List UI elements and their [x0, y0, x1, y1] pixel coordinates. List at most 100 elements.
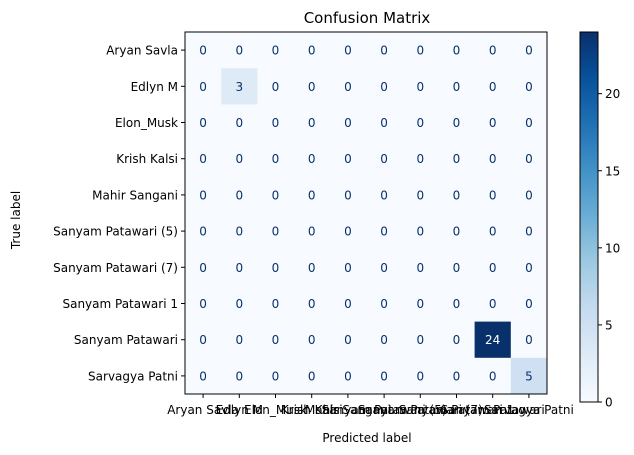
cell-value-label: 0: [344, 225, 352, 239]
heatmap-cell: [438, 357, 475, 395]
heatmap-cell: [185, 321, 222, 359]
heatmap-cell: [329, 176, 367, 214]
cell-value-label: 0: [453, 80, 461, 94]
cell-value-label: 0: [380, 225, 388, 239]
cell-value-label: 0: [344, 297, 352, 311]
heatmap-cell: [185, 104, 222, 141]
heatmap-cell: [329, 213, 367, 250]
cell-value-label: 0: [489, 225, 497, 239]
cell-value-label: 0: [235, 369, 243, 383]
cell-value-label: 0: [489, 297, 497, 311]
heatmap-cell: [366, 357, 403, 395]
cell-value-label: 0: [199, 44, 207, 58]
x-tick-label: Elon_Musk: [244, 403, 307, 417]
heatmap-cell: [329, 321, 367, 359]
x-tick-label: Sarvagya Patni: [484, 403, 574, 417]
heatmap-cell: [366, 68, 403, 105]
heatmap-cell: [402, 140, 439, 178]
heatmap-cell: [510, 176, 548, 214]
heatmap-cell: [329, 249, 367, 286]
heatmap-cell: [366, 213, 403, 250]
cell-value-label: 0: [308, 333, 316, 347]
heatmap-cell: [329, 104, 367, 141]
heatmap-cell: [293, 32, 331, 69]
cell-value-label: 0: [272, 297, 280, 311]
heatmap-cell: [366, 285, 403, 322]
heatmap-cell: [185, 285, 222, 322]
cell-value-label: 0: [525, 261, 533, 275]
cell-value-label: 0: [416, 369, 424, 383]
cell-value-label: 0: [380, 369, 388, 383]
cell-value-label: 0: [416, 188, 424, 202]
heatmap-cell: [257, 140, 294, 178]
cell-value-label: 0: [416, 297, 424, 311]
heatmap-cell: [510, 68, 548, 105]
cell-value-label: 0: [416, 44, 424, 58]
heatmap-cell: [474, 285, 512, 322]
heatmap-cell: [438, 213, 475, 250]
heatmap-cell: [510, 140, 548, 178]
cell-value-label: 0: [453, 369, 461, 383]
x-tick-label: Krish Kalsi: [281, 403, 343, 417]
heatmap-cell: [402, 357, 439, 395]
heatmap-cell: [438, 176, 475, 214]
cell-value-label: 0: [308, 152, 316, 166]
heatmap-cell: [402, 285, 439, 322]
cell-value-label: 0: [199, 261, 207, 275]
x-tick-label: Sanyam Patawari (5): [322, 403, 447, 417]
colorbar-tick-label: 20: [605, 87, 620, 101]
heatmap-cell: [221, 176, 258, 214]
cell-value-label: 0: [308, 369, 316, 383]
cell-value-label: 0: [453, 297, 461, 311]
cell-value-label: 0: [525, 333, 533, 347]
heatmap-cell: [510, 249, 548, 286]
cell-value-label: 0: [235, 116, 243, 130]
cell-value-label: 0: [344, 188, 352, 202]
cell-value-label: 0: [308, 44, 316, 58]
cell-value-label: 0: [525, 297, 533, 311]
cell-value-label: 0: [380, 80, 388, 94]
x-tick-label: Sanyam Patawari (7): [358, 403, 483, 417]
cell-value-label: 0: [308, 225, 316, 239]
cell-value-label: 0: [489, 116, 497, 130]
heatmap-cell: [221, 213, 258, 250]
cell-value-label: 0: [235, 297, 243, 311]
cell-value-label: 0: [344, 152, 352, 166]
cell-value-label: 0: [235, 44, 243, 58]
y-tick-label: Krish Kalsi: [116, 152, 178, 166]
heatmap-cell: [510, 32, 548, 69]
x-tick-label: Edlyn M: [216, 403, 263, 417]
heatmap-cell: [257, 32, 294, 69]
heatmap-cells: 0 0 0 0 0 0 0 0 0 0 0 3 0 0 0 0 0 0 0 0 0 0 0 0 0 0 0 0 0 0 0 0 0 0 0 0 0 0 0 0…: [185, 32, 548, 395]
cell-value-label: 3: [235, 80, 243, 94]
heatmap-cell: [329, 68, 367, 105]
heatmap-cell: [402, 32, 439, 69]
x-tick-label: Sanyam Patawari: [441, 403, 545, 417]
colorbar: [579, 31, 599, 403]
heatmap-cell: [221, 104, 258, 141]
heatmap-cell: [293, 213, 331, 250]
heatmap-cell: [293, 140, 331, 178]
heatmap-cell: [221, 140, 258, 178]
cell-value-label: 0: [272, 152, 280, 166]
cell-value-label: 0: [453, 225, 461, 239]
heatmap-cell: [366, 321, 403, 359]
heatmap-cell: [293, 176, 331, 214]
y-tick-label: Sanyam Patawari (5): [53, 225, 178, 239]
cell-value-label: 0: [489, 369, 497, 383]
plot-frame: [184, 31, 548, 395]
cell-value-label: 0: [489, 188, 497, 202]
y-tick-label: Elon_Musk: [115, 116, 178, 130]
heatmap-cell: [185, 176, 222, 214]
heatmap-cell: [366, 176, 403, 214]
heatmap-cell: [438, 249, 475, 286]
cell-value-label: 0: [235, 261, 243, 275]
heatmap-cell: [402, 249, 439, 286]
heatmap-cell: [329, 140, 367, 178]
cell-value-label: 0: [416, 80, 424, 94]
cell-value-label: 0: [199, 225, 207, 239]
cell-value-label: 0: [453, 261, 461, 275]
heatmap-cell: [474, 321, 512, 359]
heatmap-cell: [329, 285, 367, 322]
heatmap-cell: [402, 213, 439, 250]
